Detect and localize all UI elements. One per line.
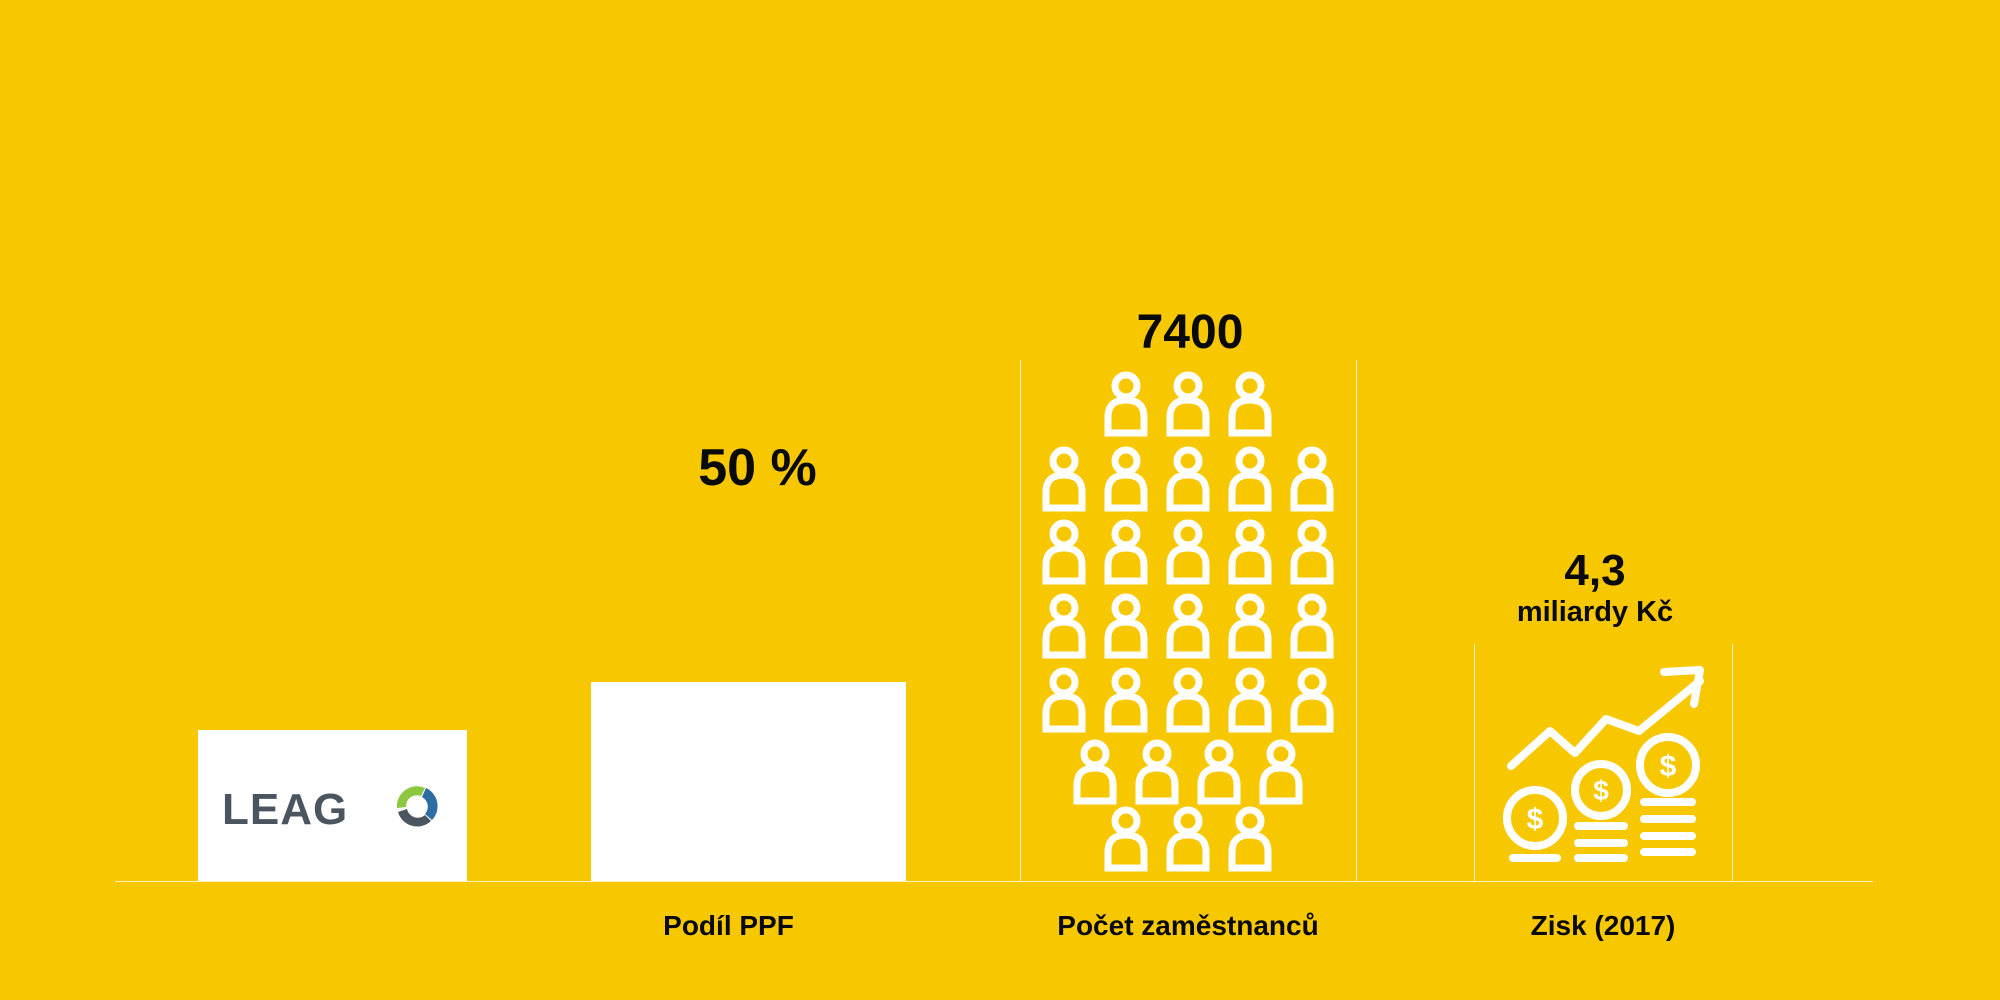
person-icon [1073,739,1117,805]
profit-category-label: Zisk (2017) [1530,910,1676,941]
person-icon [1166,519,1210,585]
person-icon [1104,519,1148,585]
person-icon [1135,739,1179,805]
person-icon [1228,519,1272,585]
person-icon [1228,806,1272,872]
person-icon [1290,593,1334,659]
employees-right-guide [1356,360,1357,881]
person-icon [1228,446,1272,512]
profit-left-guide [1474,644,1475,881]
person-icon [1228,371,1272,437]
person-icon [1104,593,1148,659]
svg-text:$: $ [1527,803,1544,836]
leag-swirl-icon [395,784,438,827]
person-icon [1290,667,1334,733]
leag-logo-graphic: LEAG [222,784,438,834]
employees-value-label: 7400 [1136,306,1244,359]
person-icon [1042,519,1086,585]
share-value-label: 50 % [698,439,817,497]
person-icon [1042,593,1086,659]
svg-text:$: $ [1593,775,1609,806]
leag-logo: LEAG [198,730,467,881]
profit-right-guide [1732,644,1733,881]
person-icon [1104,446,1148,512]
person-icon [1104,371,1148,437]
svg-text:$: $ [1660,750,1677,783]
employees-left-guide [1020,360,1021,881]
leag-logo-text: LEAG [222,785,348,834]
profit-value-label: 4,3 [1564,546,1626,595]
share-bar [591,682,906,881]
person-icon [1042,667,1086,733]
person-icon [1197,739,1241,805]
person-icon [1042,446,1086,512]
profit-unit-label: miliardy Kč [1516,596,1674,628]
person-icon [1290,519,1334,585]
person-icon [1228,667,1272,733]
person-icon [1166,446,1210,512]
person-icon [1228,593,1272,659]
person-icon [1166,593,1210,659]
person-icon [1166,806,1210,872]
person-icon [1259,739,1303,805]
baseline [115,881,1873,882]
person-icon [1166,371,1210,437]
person-icon [1104,806,1148,872]
person-icon [1166,667,1210,733]
share-category-label: Podíl PPF [663,910,794,941]
person-icon [1290,446,1334,512]
person-icon [1104,667,1148,733]
employees-category-label: Počet zaměstnanců [1057,910,1319,941]
